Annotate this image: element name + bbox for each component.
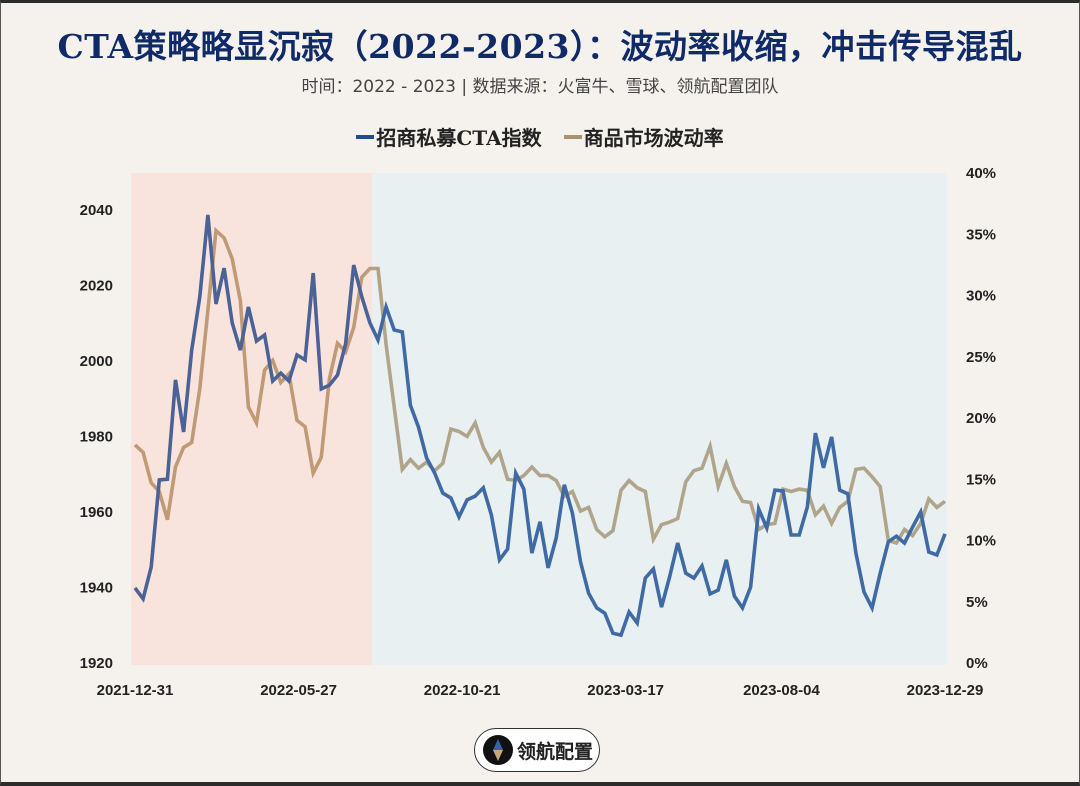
legend-item-volatility[interactable]: 商品市场波动率 xyxy=(563,122,724,151)
y-right-tick-label: 5% xyxy=(966,594,988,611)
y-right-tick-label: 15% xyxy=(966,471,996,488)
x-tick-label: 2022-10-21 xyxy=(424,682,501,699)
y-right-tick-label: 0% xyxy=(966,655,988,672)
shaded-region-2 xyxy=(371,173,947,665)
y-right-tick-label: 30% xyxy=(966,288,996,305)
x-tick-label: 2023-08-04 xyxy=(743,682,820,699)
y-left-tick-label: 1920 xyxy=(80,655,113,672)
x-tick-label: 2021-12-31 xyxy=(97,682,174,699)
y-right-tick-label: 20% xyxy=(966,410,996,427)
legend-item-cta-index[interactable]: 招商私募CTA指数 xyxy=(356,122,542,151)
legend-swatch-volatility xyxy=(563,134,582,139)
y-right-tick-label: 35% xyxy=(966,226,996,243)
legend: 招商私募CTA指数 商品市场波动率 xyxy=(0,122,1080,151)
y-left-tick-label: 1940 xyxy=(80,580,113,597)
legend-label-cta-index: 招商私募CTA指数 xyxy=(376,126,542,150)
y-left-tick-label: 2020 xyxy=(80,278,113,295)
brand-logo: 领航配置 xyxy=(474,728,600,772)
legend-label-volatility: 商品市场波动率 xyxy=(583,126,724,150)
series-line-cta-index xyxy=(133,214,947,638)
chart-title: CTA策略略显沉寂（2022-2023）：波动率收缩，冲击传导混乱 xyxy=(57,27,1023,66)
y-left-tick-label: 1980 xyxy=(80,429,113,446)
x-tick-label: 2023-12-29 xyxy=(907,682,984,699)
compass-diamond-icon xyxy=(483,735,513,765)
legend-swatch-cta-index xyxy=(356,134,375,139)
y-left-tick-label: 1960 xyxy=(80,504,113,521)
y-right-tick-label: 10% xyxy=(966,533,996,550)
x-tick-label: 2022-05-27 xyxy=(260,682,337,699)
logo-text: 领航配置 xyxy=(517,740,594,763)
y-left-tick-label: 2040 xyxy=(80,202,113,219)
x-tick-label: 2023-03-17 xyxy=(587,682,664,699)
y-right-tick-label: 40% xyxy=(966,165,996,182)
chart-subtitle: 时间：2022 - 2023 | 数据来源：火富牛、雪球、领航配置团队 xyxy=(301,77,779,97)
shaded-region-1 xyxy=(131,173,372,665)
y-left-tick-label: 2000 xyxy=(80,353,113,370)
y-right-tick-label: 25% xyxy=(966,349,996,366)
